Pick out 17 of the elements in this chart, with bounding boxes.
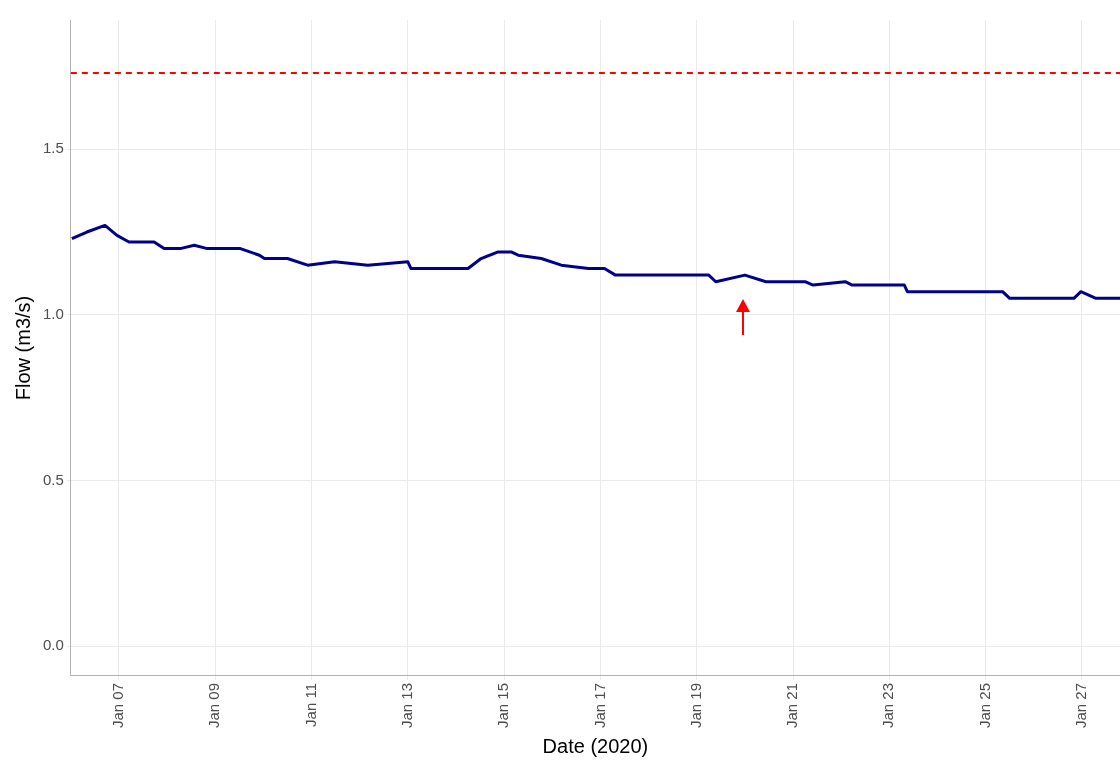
x-tick-label: Jan 25 [975,682,993,729]
x-tick-label: Jan 21 [783,682,801,729]
x-tick-label: Jan 23 [879,682,897,729]
x-tick-label: Jan 09 [205,682,223,729]
y-tick-label: 0.0 [42,636,64,654]
x-tick-label: Jan 07 [109,682,127,729]
y-axis-title: Flow (m3/s) [11,295,34,401]
y-tick-label: 0.5 [42,470,64,488]
x-tick-label: Jan 17 [590,682,608,729]
x-tick-label: Jan 19 [686,682,704,729]
x-tick-label: Jan 13 [398,682,415,729]
y-tick-label: 1.0 [42,304,64,322]
x-axis-title: Date (2020) [542,734,649,757]
x-tick-label: Jan 27 [1072,682,1090,729]
x-tick-label: Jan 11 [301,682,319,727]
y-tick-label: 1.5 [42,139,64,157]
x-tick-label: Jan 15 [494,682,512,729]
